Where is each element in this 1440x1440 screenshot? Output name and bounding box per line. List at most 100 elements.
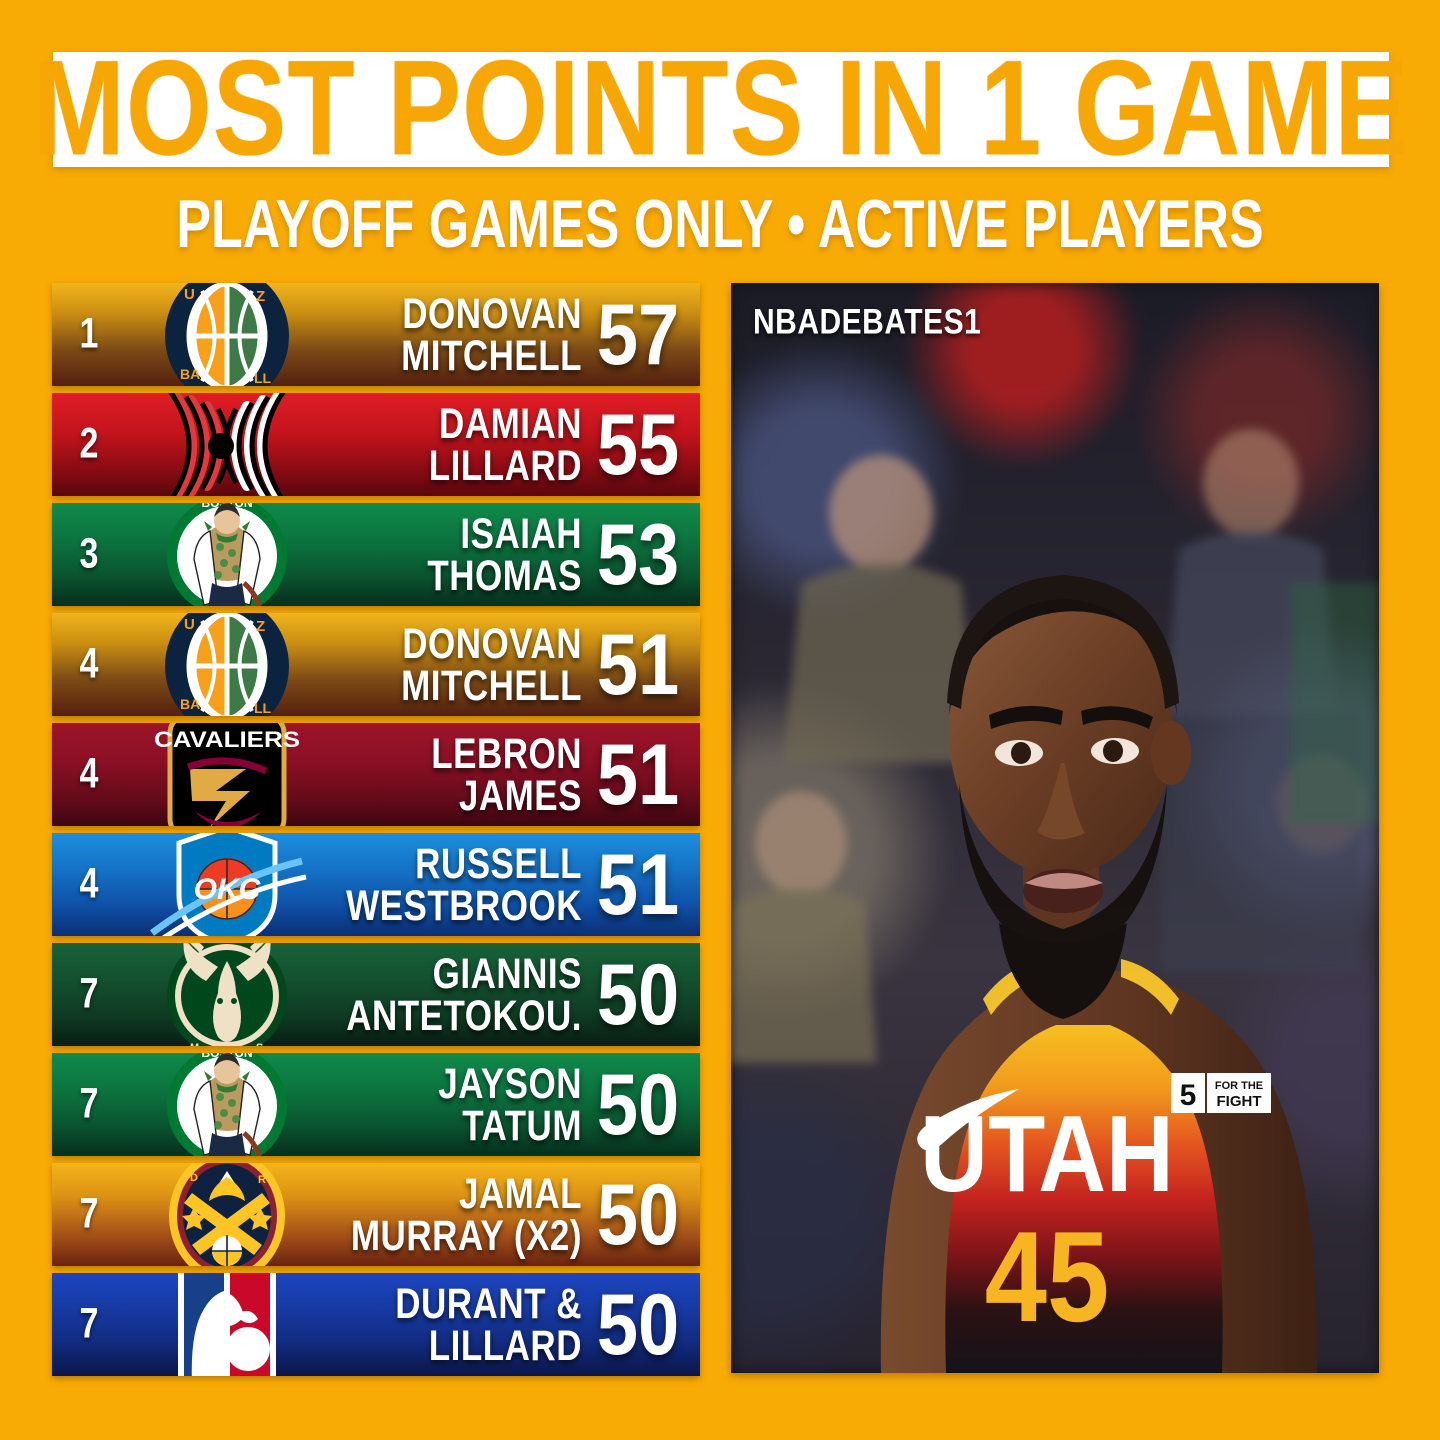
svg-text:FOR THE: FOR THE — [1215, 1080, 1263, 1092]
svg-text:U: U — [184, 286, 195, 303]
points-value: 51 — [586, 731, 690, 817]
svg-text:CAVALIERS: CAVALIERS — [154, 728, 300, 753]
player-name-line2: ANTETOKOU. — [346, 991, 582, 1040]
player-name: LEBRON JAMES — [431, 732, 582, 817]
points-value: 57 — [586, 291, 690, 377]
rank-number: 2 — [79, 420, 99, 468]
jazz-logo: U Z BA LL — [132, 283, 322, 386]
svg-text:5: 5 — [1180, 1079, 1197, 1112]
rank-number: 3 — [79, 530, 99, 578]
player-name-line1: JAMAL — [458, 1169, 582, 1218]
player-name-line2: MURRAY (X2) — [350, 1211, 582, 1260]
rank-number: 7 — [79, 970, 99, 1018]
player-name-line2: MITCHELL — [401, 661, 582, 710]
svg-text:LL: LL — [254, 700, 272, 716]
svg-text:45: 45 — [985, 1205, 1110, 1349]
celtics-logo: BOSTON CELTICS — [132, 503, 322, 606]
table-row[interactable]: 7 DURANT & LILLARD 50 — [52, 1273, 700, 1376]
points-text: 51 — [596, 725, 680, 823]
points-value: 51 — [586, 841, 690, 927]
player-name-line2: JAMES — [458, 771, 582, 820]
player-name-line2: MITCHELL — [401, 331, 582, 380]
rank-number: 4 — [79, 860, 99, 908]
crowd-figures — [731, 429, 1379, 1063]
player-name-line1: DONOVAN — [402, 619, 582, 668]
svg-text:BA: BA — [180, 366, 200, 382]
watermark-text: NBADEBATES1 — [753, 303, 982, 342]
points-text: 50 — [596, 1275, 680, 1373]
points-text: 51 — [596, 835, 680, 933]
points-value: 55 — [586, 401, 690, 487]
page-subtitle: PLAYOFF GAMES ONLY • ACTIVE PLAYERS — [176, 187, 1264, 263]
player-name: DONOVAN MITCHELL — [401, 292, 582, 377]
table-row[interactable]: 4 CAVALIERS LEBRON JAMES 51 — [52, 723, 700, 826]
points-value: 51 — [586, 621, 690, 707]
points-value: 50 — [586, 951, 690, 1037]
svg-text:LL: LL — [254, 370, 272, 386]
svg-text:U: U — [184, 616, 195, 633]
table-row[interactable]: 2 — [52, 393, 700, 496]
rank-number: 7 — [79, 1190, 99, 1238]
player-name-line1: JAYSON — [438, 1059, 582, 1108]
points-value: 50 — [586, 1171, 690, 1257]
points-text: 53 — [596, 505, 680, 603]
player-name-line2: THOMAS — [427, 551, 582, 600]
player-name-line1: GIANNIS — [432, 949, 582, 998]
points-text: 50 — [596, 1165, 680, 1263]
player-name: ISAIAH THOMAS — [427, 512, 582, 597]
svg-text:OKC: OKC — [194, 873, 262, 906]
blazers-logo — [132, 393, 322, 496]
player-photo-panel: UTAH 45 5 FOR THE FIGHT NBADEBATES1 — [731, 283, 1379, 1373]
table-row[interactable]: 4 U Z BA LL DONOVAN MITCHELL 51 — [52, 613, 700, 716]
points-text: 55 — [596, 395, 680, 493]
svg-text:R: R — [258, 1174, 266, 1186]
jazz-logo: U Z BA LL — [132, 613, 322, 716]
svg-text:FIGHT: FIGHT — [1217, 1093, 1262, 1110]
player-name-line2: LILLARD — [428, 1321, 582, 1370]
rank-number: 4 — [79, 750, 99, 798]
rank-number: 7 — [79, 1300, 99, 1348]
player-name: DONOVAN MITCHELL — [401, 622, 582, 707]
svg-text:S: S — [258, 1262, 265, 1266]
nba-logo — [132, 1273, 322, 1376]
player-name-line2: LILLARD — [428, 441, 582, 490]
bucks-logo: M S — [132, 943, 322, 1046]
page-title: MOST POINTS IN 1 GAME — [33, 32, 1409, 184]
player-name: RUSSELL WESTBROOK — [346, 842, 582, 927]
player-name-line2: WESTBROOK — [346, 881, 582, 930]
player-name-line2: TATUM — [462, 1101, 582, 1150]
svg-text:Z: Z — [256, 618, 265, 635]
svg-text:Z: Z — [256, 288, 265, 305]
points-text: 50 — [596, 945, 680, 1043]
player-name: DURANT & LILLARD — [395, 1282, 582, 1367]
rank-number: 1 — [79, 310, 99, 358]
player-name-line1: LEBRON — [431, 729, 582, 778]
svg-text:D: D — [190, 1172, 198, 1184]
player-figure: UTAH 45 5 FOR THE FIGHT — [880, 575, 1318, 1373]
player-name-line1: DAMIAN — [439, 399, 582, 448]
player-name-line1: DURANT & — [395, 1279, 582, 1328]
okc-logo: OKC — [132, 833, 322, 936]
player-name: JAYSON TATUM — [438, 1062, 582, 1147]
svg-text:BA: BA — [180, 696, 200, 712]
svg-text:N: N — [188, 1260, 196, 1266]
player-name-line1: RUSSELL — [415, 839, 582, 888]
points-value: 53 — [586, 511, 690, 597]
table-row[interactable]: 4 OKC RUSSELL WESTBROOK 51 — [52, 833, 700, 936]
celtics-logo: BOSTON CELTICS — [132, 1053, 322, 1156]
points-text: 57 — [596, 285, 680, 383]
rank-number: 7 — [79, 1080, 99, 1128]
svg-text:M: M — [190, 1042, 199, 1046]
points-text: 50 — [596, 1055, 680, 1153]
rank-number: 4 — [79, 640, 99, 688]
points-value: 50 — [586, 1061, 690, 1147]
table-row[interactable]: 1 U Z BA LL DONOVAN MITCHELL 57 — [52, 283, 700, 386]
points-value: 50 — [586, 1281, 690, 1367]
cavaliers-logo: CAVALIERS — [132, 723, 322, 826]
ranking-list: 1 U Z BA LL DONOVAN MITCHELL 57 2 — [52, 283, 700, 1376]
title-banner: MOST POINTS IN 1 GAME — [33, 41, 1408, 176]
